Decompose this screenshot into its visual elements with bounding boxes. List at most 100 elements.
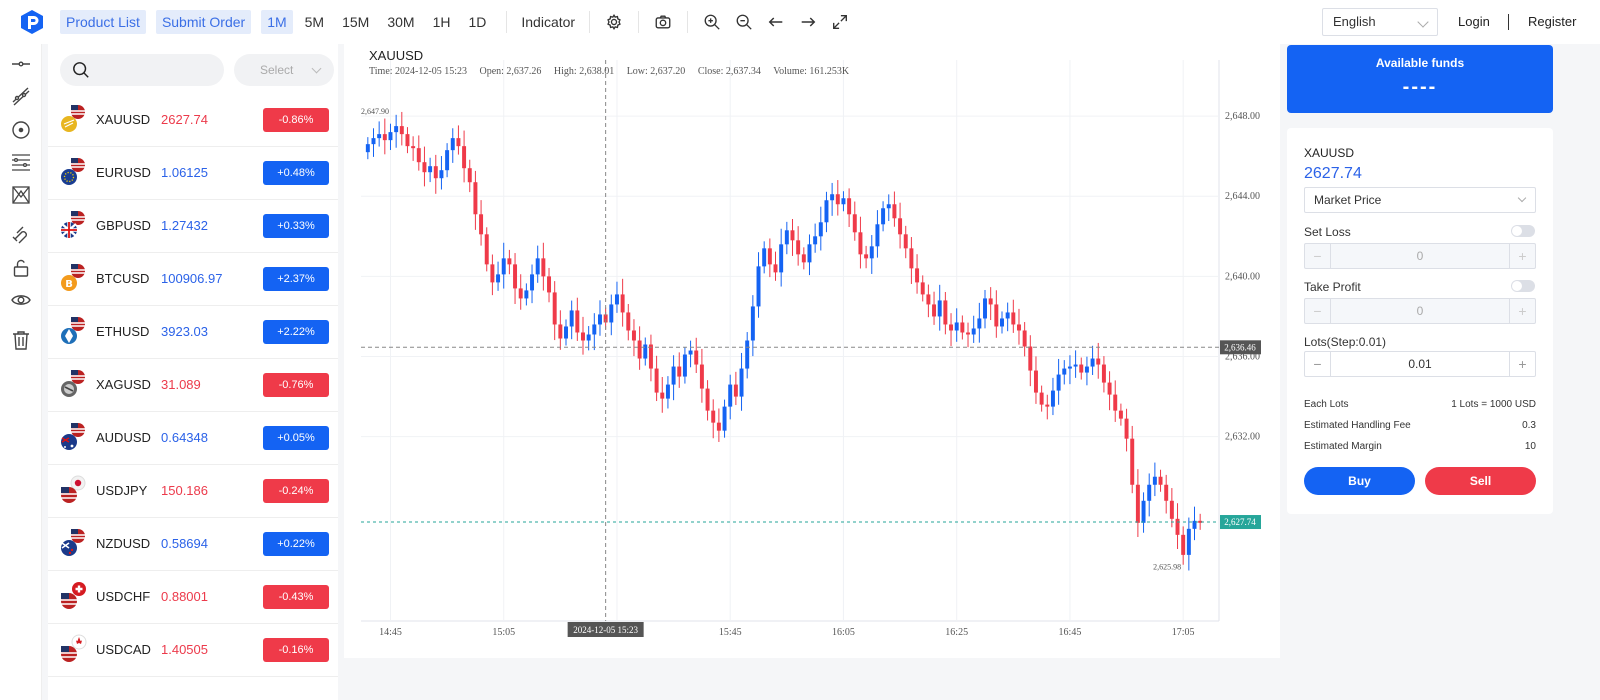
- sell-button[interactable]: Sell: [1425, 467, 1536, 495]
- product-symbol: USDCHF: [96, 589, 151, 604]
- candlestick-chart[interactable]: 2,632.00 2,636.00 2,640.00 2,644.00 2,648.00…: [344, 44, 1280, 658]
- product-row-eurusd[interactable]: EURUSD 1.06125 +0.48%: [48, 147, 338, 200]
- product-change-badge[interactable]: +0.48%: [263, 161, 329, 185]
- order-type-select[interactable]: Market Price: [1304, 187, 1536, 213]
- product-row-xagusd[interactable]: XAGUSD 31.089 -0.76%: [48, 359, 338, 412]
- minus-icon[interactable]: −: [1305, 299, 1331, 323]
- toolbar-divider: [589, 11, 591, 33]
- product-row-usdcad[interactable]: USDCAD 1.40505 -0.16%: [48, 624, 338, 677]
- login-link[interactable]: Login: [1458, 14, 1490, 29]
- product-row-xauusd[interactable]: XAUUSD 2627.74 -0.86%: [48, 94, 338, 147]
- candle-body: [394, 126, 399, 133]
- trend-line-icon[interactable]: [11, 86, 31, 106]
- camera-icon[interactable]: [653, 12, 673, 32]
- candle-body: [479, 214, 484, 235]
- minus-icon[interactable]: −: [1305, 352, 1331, 376]
- pattern-icon[interactable]: [11, 185, 31, 205]
- search-icon: [73, 62, 89, 78]
- candle-body: [620, 294, 625, 313]
- zoom-out-icon[interactable]: [734, 12, 754, 32]
- product-row-nzdusd[interactable]: NZDUSD 0.58694 +0.22%: [48, 518, 338, 571]
- order-symbol: XAUUSD: [1304, 146, 1355, 160]
- arrow-left-icon[interactable]: [766, 12, 786, 32]
- plus-icon[interactable]: +: [1509, 299, 1535, 323]
- product-row-gbpusd[interactable]: GBPUSD 1.27432 +0.33%: [48, 200, 338, 253]
- category-select[interactable]: Select: [234, 54, 334, 86]
- uk-flag-icon: [61, 211, 85, 238]
- eye-icon[interactable]: [11, 290, 31, 310]
- ohlc-readout: Time: 2024-12-05 15:23 Open: 2,637.26 Hi…: [369, 66, 859, 77]
- language-select[interactable]: English: [1322, 8, 1438, 36]
- magnet-icon[interactable]: [11, 225, 31, 245]
- timeframe-1d[interactable]: 1D: [468, 14, 487, 30]
- set-loss-value[interactable]: 0: [1416, 249, 1424, 263]
- chart-panel[interactable]: 2,632.00 2,636.00 2,640.00 2,644.00 2,648.00…: [344, 44, 1280, 658]
- product-change-badge[interactable]: +0.22%: [263, 532, 329, 556]
- each-lots-label: Each Lots: [1304, 399, 1349, 410]
- timeframe-15m[interactable]: 15M: [342, 14, 370, 30]
- submit-order-button[interactable]: Submit Order: [155, 10, 252, 34]
- product-price: 31.089: [161, 377, 201, 392]
- product-row-audusd[interactable]: AUDUSD 0.64348 +0.05%: [48, 412, 338, 465]
- candle-body: [377, 134, 382, 139]
- product-change-badge[interactable]: +0.05%: [263, 426, 329, 450]
- settings-icon[interactable]: [604, 12, 624, 32]
- zoom-in-icon[interactable]: [702, 12, 722, 32]
- fib-lines-icon[interactable]: [11, 152, 31, 172]
- product-change-badge[interactable]: +2.37%: [263, 267, 329, 291]
- product-symbol: AUDUSD: [96, 430, 151, 445]
- minus-icon[interactable]: −: [1305, 244, 1331, 268]
- product-change-badge[interactable]: -0.86%: [263, 108, 329, 132]
- plus-icon[interactable]: +: [1509, 352, 1535, 376]
- candle-body: [1158, 476, 1163, 485]
- unlock-icon[interactable]: [11, 258, 31, 278]
- timeframe-1m[interactable]: 1M: [261, 10, 293, 34]
- candle-body: [898, 218, 903, 235]
- plus-icon[interactable]: +: [1509, 244, 1535, 268]
- candle-body: [473, 182, 478, 215]
- timeframe-1h[interactable]: 1H: [432, 14, 451, 30]
- product-price: 150.186: [161, 483, 208, 498]
- indicator-button[interactable]: Indicator: [521, 14, 576, 30]
- eu-flag-icon: [61, 158, 85, 185]
- take-profit-toggle[interactable]: [1511, 280, 1535, 292]
- take-profit-value[interactable]: 0: [1416, 304, 1424, 318]
- timeframe-30m[interactable]: 30M: [387, 14, 415, 30]
- timeframe-5m[interactable]: 5M: [304, 14, 325, 30]
- product-change-badge[interactable]: -0.43%: [263, 585, 329, 609]
- product-row-usdchf[interactable]: USDCHF 0.88001 -0.43%: [48, 571, 338, 624]
- trash-icon[interactable]: [11, 330, 31, 350]
- set-loss-stepper[interactable]: − 0 +: [1304, 243, 1536, 269]
- buy-button[interactable]: Buy: [1304, 467, 1415, 495]
- product-rows: XAUUSD 2627.74 -0.86% EURUSD 1.06125 +0.48% GB…: [48, 94, 338, 677]
- candle-body: [1062, 368, 1067, 375]
- circle-target-icon[interactable]: [11, 120, 31, 140]
- product-row-btcusd[interactable]: B BTCUSD 100906.97 +2.37%: [48, 253, 338, 306]
- product-list-button[interactable]: Product List: [60, 10, 146, 34]
- lots-value[interactable]: 0.01: [1408, 357, 1432, 371]
- product-change-badge[interactable]: +2.22%: [263, 320, 329, 344]
- set-loss-toggle[interactable]: [1511, 225, 1535, 237]
- fullscreen-icon[interactable]: [830, 12, 850, 32]
- product-symbol: XAUUSD: [96, 112, 151, 127]
- search-input[interactable]: [60, 54, 224, 86]
- register-link[interactable]: Register: [1528, 14, 1577, 29]
- product-change-badge[interactable]: -0.24%: [263, 479, 329, 503]
- product-change-badge[interactable]: +0.33%: [263, 214, 329, 238]
- product-change-badge[interactable]: -0.16%: [263, 638, 329, 662]
- candle-body: [767, 248, 772, 265]
- product-row-ethusd[interactable]: ETHUSD 3923.03 +2.22%: [48, 306, 338, 359]
- candle-body: [926, 294, 931, 305]
- lots-stepper[interactable]: − 0.01 +: [1304, 351, 1536, 377]
- candle-body: [852, 214, 857, 233]
- product-row-usdjpy[interactable]: USDJPY 150.186 -0.24%: [48, 465, 338, 518]
- horizontal-line-icon[interactable]: [11, 54, 31, 74]
- arrow-right-icon[interactable]: [798, 12, 818, 32]
- product-change-badge[interactable]: -0.76%: [263, 373, 329, 397]
- candle-body: [1067, 366, 1072, 369]
- take-profit-stepper[interactable]: − 0 +: [1304, 298, 1536, 324]
- candle-body: [547, 276, 552, 293]
- candle-body: [699, 364, 704, 389]
- candle-body: [835, 194, 840, 205]
- logo-icon[interactable]: [18, 8, 46, 36]
